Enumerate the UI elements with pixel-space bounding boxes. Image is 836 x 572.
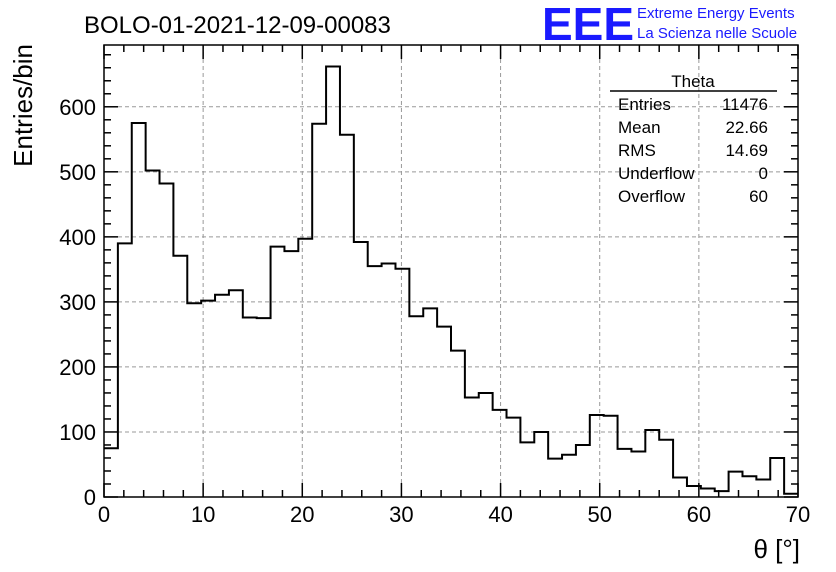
x-tick-label: 10 bbox=[191, 502, 215, 527]
stats-label: Mean bbox=[618, 118, 661, 137]
stats-box: Theta Entries 11476 Mean 22.66 RMS 14.69 Under… bbox=[610, 72, 777, 206]
plot-frame bbox=[103, 44, 799, 498]
y-axis-label: Entries/bin bbox=[8, 44, 38, 167]
y-tick-label: 500 bbox=[59, 160, 96, 185]
y-tick-label: 400 bbox=[59, 225, 96, 250]
y-tick-label: 100 bbox=[59, 420, 96, 445]
x-tick-label: 0 bbox=[98, 502, 110, 527]
x-tick-label: 60 bbox=[687, 502, 711, 527]
stats-label: Entries bbox=[618, 95, 671, 114]
logo-line-2: La Scienza nelle Scuole bbox=[637, 25, 797, 42]
logo-mark: EEE bbox=[542, 0, 634, 50]
x-tick-labels: 0 10 20 30 40 50 60 70 bbox=[98, 502, 810, 527]
stats-value: 0 bbox=[759, 164, 768, 183]
stats-label: RMS bbox=[618, 141, 656, 160]
logo-line-1: Extreme Energy Events bbox=[637, 5, 795, 22]
x-tick-label: 40 bbox=[488, 502, 512, 527]
x-tick-label: 20 bbox=[290, 502, 314, 527]
stats-rows: Entries 11476 Mean 22.66 RMS 14.69 Underflow 0 O… bbox=[618, 95, 768, 206]
chart-title: BOLO-01-2021-12-09-00083 bbox=[84, 12, 391, 39]
axis-ticks bbox=[103, 45, 799, 498]
stats-value: 60 bbox=[749, 187, 768, 206]
stats-value: 11476 bbox=[722, 95, 768, 114]
stats-title: Theta bbox=[671, 72, 715, 91]
y-tick-label: 0 bbox=[84, 485, 96, 510]
histogram-line bbox=[104, 65, 798, 495]
x-tick-label: 30 bbox=[389, 502, 413, 527]
x-axis-label: θ [°] bbox=[753, 534, 800, 564]
x-tick-label: 50 bbox=[587, 502, 611, 527]
eee-logo: EEE Extreme Energy Events La Scienza nel… bbox=[542, 0, 797, 50]
x-tick-label: 70 bbox=[786, 502, 810, 527]
stats-label: Underflow bbox=[618, 164, 695, 183]
grid-lines bbox=[104, 45, 798, 497]
y-tick-label: 300 bbox=[59, 290, 96, 315]
y-tick-label: 200 bbox=[59, 355, 96, 380]
y-tick-label: 600 bbox=[59, 95, 96, 120]
stats-value: 22.66 bbox=[725, 118, 768, 137]
y-tick-labels: 0 100 200 300 400 500 600 bbox=[59, 95, 96, 510]
stats-label: Overflow bbox=[618, 187, 686, 206]
stats-value: 14.69 bbox=[725, 141, 768, 160]
